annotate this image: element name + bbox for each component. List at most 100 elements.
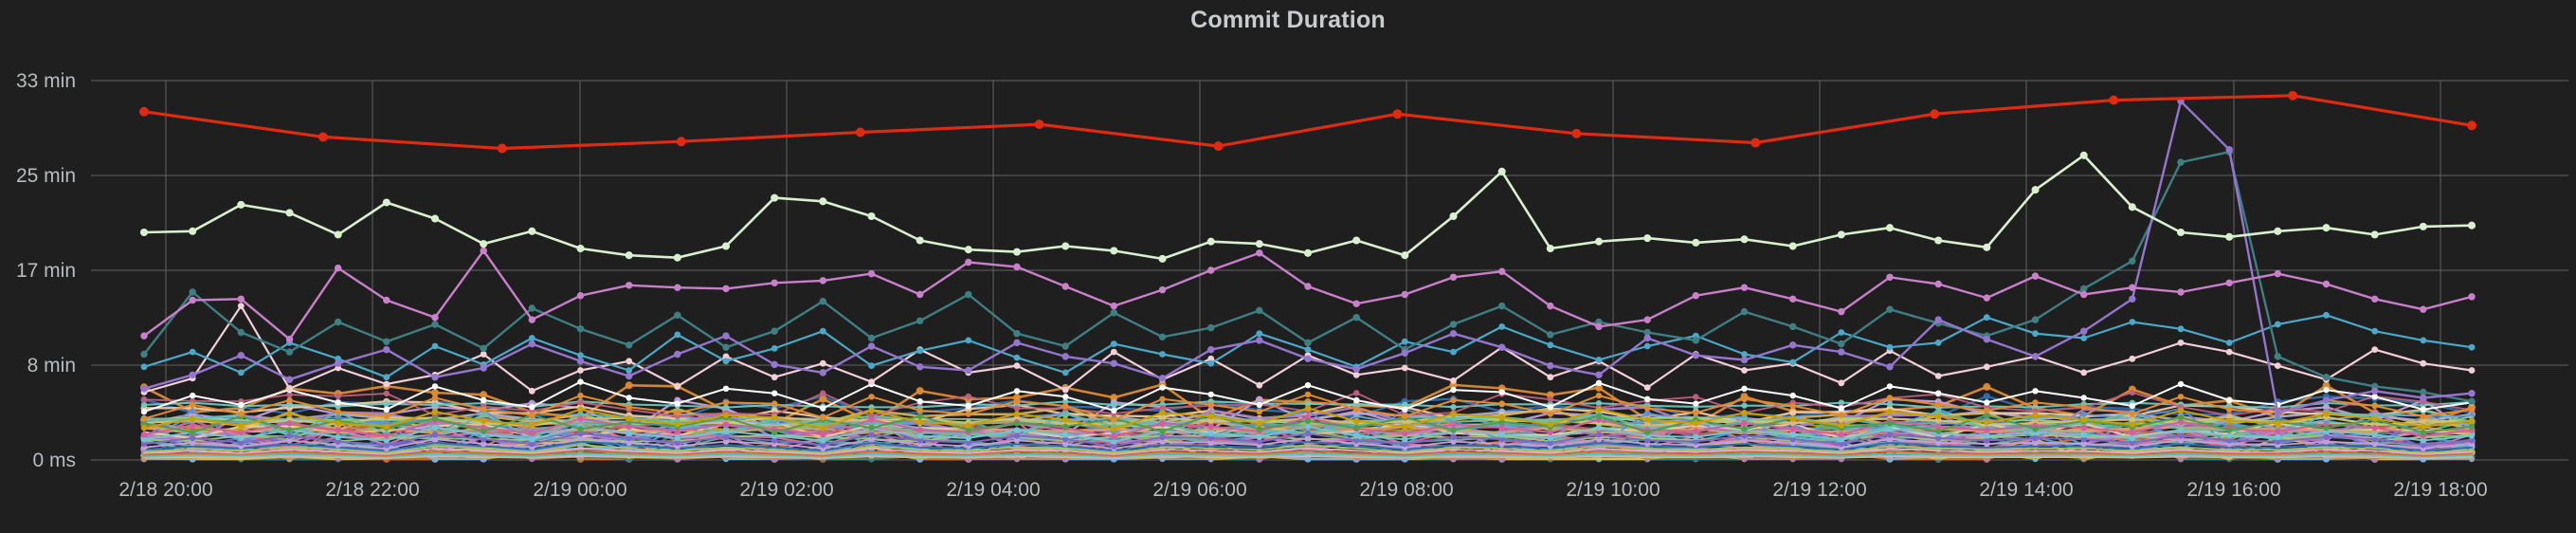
series-point xyxy=(480,344,487,353)
series-point xyxy=(577,430,584,437)
series-point xyxy=(674,350,681,358)
series-point xyxy=(2226,406,2233,413)
series-point xyxy=(1401,349,1409,358)
series-point xyxy=(722,404,730,411)
series-point xyxy=(2371,394,2378,400)
series-point xyxy=(1693,394,1699,400)
series-point xyxy=(2468,417,2476,424)
series-point xyxy=(2371,346,2379,354)
series-point xyxy=(189,371,196,379)
series-point xyxy=(1402,436,1408,443)
series-point xyxy=(238,434,245,442)
series-point xyxy=(1740,235,1749,244)
series-point xyxy=(1595,371,1603,379)
series-point xyxy=(625,372,633,380)
series-point xyxy=(2129,416,2136,423)
series-point xyxy=(1255,240,1263,248)
series-point xyxy=(1304,283,1312,290)
series-point xyxy=(1207,417,1214,425)
series-point xyxy=(1498,432,1505,438)
series-point xyxy=(1110,348,1117,356)
series-point xyxy=(383,400,390,407)
series-point xyxy=(576,325,585,333)
series-point xyxy=(1304,434,1312,442)
series-point xyxy=(626,404,632,411)
series-point xyxy=(1159,428,1166,434)
series-point xyxy=(2177,437,2185,444)
series-point xyxy=(190,439,196,446)
series-point xyxy=(1935,439,1942,446)
series-point xyxy=(2129,402,2135,410)
series-point xyxy=(868,436,875,443)
series-point xyxy=(1547,429,1554,436)
series-point xyxy=(1741,351,1748,358)
series-point xyxy=(1450,411,1457,417)
series-point xyxy=(480,240,488,248)
series-point xyxy=(1159,433,1166,440)
x-axis-tick-label: 2/19 14:00 xyxy=(1979,479,2073,501)
series-point xyxy=(674,421,680,428)
series-point xyxy=(1449,211,1458,221)
series-point xyxy=(431,432,439,438)
series-point xyxy=(1304,405,1312,412)
series-point xyxy=(2370,230,2379,239)
series-point xyxy=(2177,394,2185,400)
series-point xyxy=(1450,415,1457,422)
series-point xyxy=(1061,353,1069,360)
series-point xyxy=(674,428,680,434)
series-point xyxy=(431,408,439,415)
series-point xyxy=(1256,420,1263,427)
series-point xyxy=(1546,244,1554,253)
series-point xyxy=(1595,406,1603,413)
series-point xyxy=(916,427,923,433)
series-point xyxy=(1206,237,1215,246)
series-point xyxy=(1402,440,1408,448)
series-point xyxy=(1352,236,1361,245)
series-point xyxy=(2420,406,2426,413)
series-point xyxy=(383,432,390,439)
series-point xyxy=(771,327,778,335)
series-point xyxy=(1788,295,1797,303)
series-point xyxy=(1934,339,1942,346)
series-point xyxy=(2129,257,2136,266)
series-point xyxy=(1402,413,1408,420)
series-point xyxy=(1207,391,1214,398)
series-point xyxy=(2323,311,2330,319)
series-point xyxy=(1111,443,1117,450)
series-point xyxy=(771,193,779,202)
series-point xyxy=(335,438,341,445)
series-point xyxy=(1158,333,1167,341)
series-point xyxy=(2467,221,2476,230)
series-point xyxy=(1838,405,1845,412)
series-point xyxy=(626,439,632,446)
series-point xyxy=(722,412,730,418)
y-axis-tick-label: 0 ms xyxy=(32,450,76,471)
series-point xyxy=(1498,414,1505,421)
series-point xyxy=(722,385,730,392)
series-point xyxy=(722,353,730,360)
series-point xyxy=(820,442,826,449)
series-point xyxy=(2275,433,2281,440)
series-point xyxy=(480,391,488,399)
series-point xyxy=(2129,411,2135,417)
series-point xyxy=(965,411,971,417)
series-point xyxy=(916,413,923,420)
series-point xyxy=(2225,348,2233,356)
series-point xyxy=(528,304,536,312)
series-point xyxy=(1935,434,1942,442)
series-point xyxy=(2419,222,2427,230)
series-point xyxy=(1740,284,1749,291)
series-point xyxy=(1256,438,1263,445)
series-point xyxy=(1013,432,1021,439)
series-point xyxy=(335,408,341,415)
series-point xyxy=(1450,396,1457,404)
series-point xyxy=(2177,414,2185,421)
series-point xyxy=(2420,437,2426,444)
series-point xyxy=(2371,424,2378,432)
series-point xyxy=(1497,267,1506,275)
series-point xyxy=(1838,412,1845,418)
series-point xyxy=(577,406,584,413)
series-point xyxy=(1644,395,1651,402)
